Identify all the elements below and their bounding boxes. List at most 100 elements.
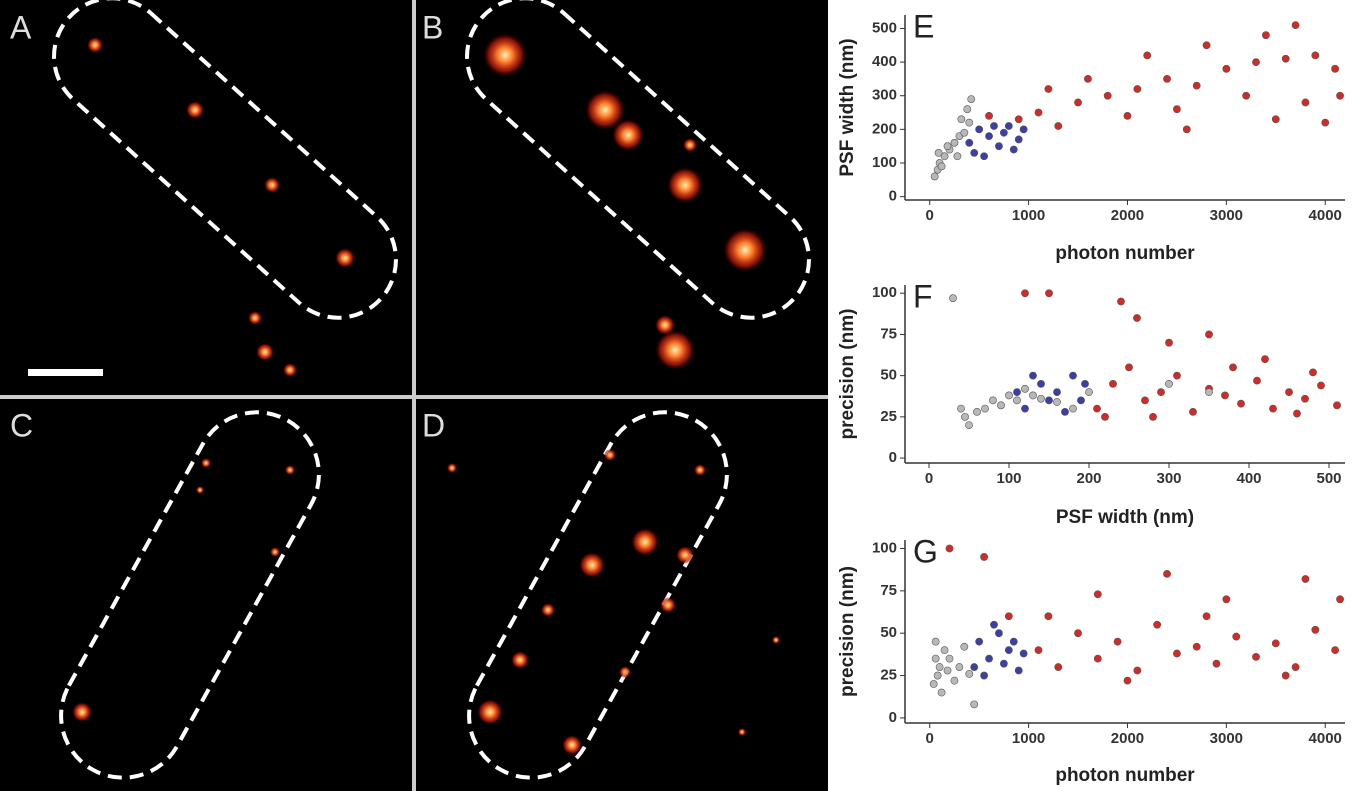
scatter-point (1034, 646, 1043, 655)
scatter-point (1013, 396, 1021, 405)
x-tick-label: 0 (925, 470, 933, 487)
y-axis-label: precision (nm) (837, 566, 858, 697)
scatter-point (1281, 671, 1290, 680)
scatter-point (1205, 330, 1213, 339)
scatter-point (1093, 590, 1102, 599)
scatter-point (1182, 125, 1191, 134)
scatter-point (943, 142, 952, 151)
scatter-point (1133, 85, 1142, 93)
scatter-point (953, 152, 962, 161)
scatter-point (1133, 314, 1141, 322)
scatter-point (1293, 409, 1301, 418)
scatter-point (1311, 625, 1320, 634)
scatter-point (1253, 376, 1261, 385)
scatter-point (1143, 51, 1152, 60)
scatter-point (937, 162, 946, 171)
scatter-point (970, 700, 979, 709)
scatter-point (1113, 637, 1122, 646)
scatter-point (1252, 653, 1260, 661)
scatter-point (950, 138, 959, 147)
scatter-point (975, 637, 984, 646)
scatter-point (1271, 115, 1280, 124)
scatter-point (1311, 51, 1320, 60)
x-tick-label: 3000 (1210, 207, 1243, 224)
y-tick-label: 25 (880, 667, 897, 684)
y-tick-label: 100 (872, 284, 897, 301)
scatter-point (1331, 64, 1340, 73)
x-axis-label: photon number (1055, 765, 1195, 786)
scatter-point (975, 125, 984, 134)
scatter-point (1109, 379, 1117, 388)
scatter-point (1202, 41, 1211, 50)
scatter-point (1125, 363, 1133, 372)
scatter-point (930, 172, 939, 181)
scatter-point (965, 669, 974, 678)
x-tick-label: 500 (1316, 470, 1341, 487)
scatter-point (1189, 408, 1197, 416)
scatter-point (1019, 125, 1028, 134)
scatter-point (1074, 629, 1082, 638)
x-tick-label: 3000 (1210, 730, 1243, 747)
scatter-point (1101, 412, 1109, 421)
scatter-point (1021, 404, 1029, 413)
scatter-point (1291, 663, 1300, 671)
scatter-point (989, 396, 997, 405)
x-tick-label: 1000 (1012, 730, 1045, 747)
scatter-point (1061, 408, 1069, 416)
scatter-point (1045, 289, 1053, 298)
scatter-point (1331, 646, 1340, 655)
scatter-point (980, 553, 989, 561)
scatter-point (1005, 391, 1013, 400)
scatter-point (1301, 575, 1310, 583)
x-tick-label: 2000 (1111, 207, 1144, 224)
scatter-point (985, 654, 993, 663)
scatter-point (1093, 404, 1101, 413)
scatter-point (1123, 112, 1132, 120)
scatter-point (1004, 646, 1013, 655)
scatter-point (973, 408, 981, 416)
scatter-point (1222, 64, 1231, 73)
scatter-point (1336, 91, 1344, 100)
scatter-point (965, 118, 974, 127)
scatter-point (990, 122, 998, 130)
y-tick-label: 50 (880, 367, 897, 384)
panel-label: D (422, 407, 445, 443)
scatter-point (1165, 379, 1173, 388)
y-tick-label: 100 (872, 539, 897, 556)
scatter-point (1029, 371, 1037, 380)
scatter-point (1045, 396, 1053, 405)
x-axis-label: PSF width (nm) (1056, 507, 1194, 528)
scatter-point (1212, 659, 1221, 668)
scatter-point (980, 152, 989, 161)
scatter-point (970, 663, 979, 671)
scatter-point (1021, 384, 1029, 393)
scatter-point (931, 637, 940, 646)
scatter-point (1037, 394, 1045, 403)
scatter-point (1202, 612, 1211, 621)
scatter-point (945, 654, 954, 663)
scatter-point (1044, 612, 1053, 621)
y-tick-label: 0 (889, 709, 897, 726)
scatter-point (1173, 371, 1181, 380)
scatter-point (1165, 338, 1173, 347)
scatter-point (1053, 398, 1061, 406)
scatter-point (1285, 388, 1293, 397)
panel-label: F (913, 278, 933, 314)
y-tick-label: 50 (880, 624, 897, 641)
scatter-point (1037, 379, 1045, 388)
scatter-point (1317, 381, 1325, 390)
scatter-point (1269, 404, 1277, 413)
image-panel: C (0, 399, 412, 791)
scatter-point (957, 404, 965, 413)
scatter-point (929, 680, 938, 688)
scatter-point (1103, 91, 1112, 100)
scatter-point (945, 544, 954, 553)
scatter-point (933, 671, 942, 680)
scatter-point (1221, 391, 1229, 400)
scatter-point (1014, 666, 1023, 675)
scatter-point (967, 95, 976, 103)
scatter-point (1336, 595, 1344, 604)
panel-label: G (913, 533, 938, 569)
y-tick-label: 300 (872, 87, 897, 104)
scatter-point (1281, 54, 1290, 63)
